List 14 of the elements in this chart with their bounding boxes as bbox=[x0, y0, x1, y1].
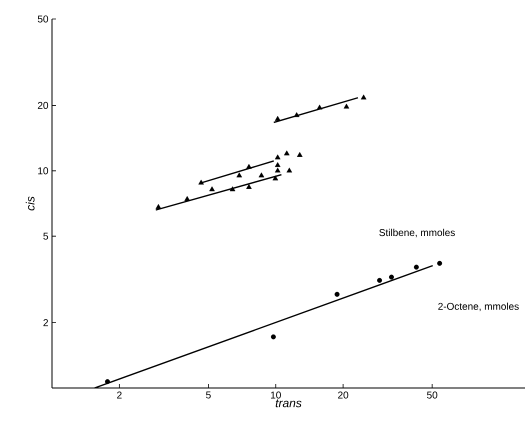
annotation: 2-Octene, mmoles bbox=[438, 302, 519, 312]
y-tick-label: 10 bbox=[38, 167, 48, 174]
y-axis-title: cis bbox=[26, 196, 35, 210]
y-tick-label: 5 bbox=[43, 232, 48, 240]
annotation: Stilbene, mmoles bbox=[379, 228, 455, 238]
x-tick-label: 2 bbox=[117, 392, 122, 398]
x-tick-label: 10 bbox=[270, 392, 281, 399]
x-tick-label: 50 bbox=[427, 392, 438, 399]
x-tick-label: 20 bbox=[338, 392, 348, 399]
y-tick-label: 2 bbox=[43, 319, 48, 326]
x-tick-label: 5 bbox=[206, 392, 211, 398]
x-axis-title: trans bbox=[276, 399, 302, 408]
y-tick-label: 50 bbox=[38, 15, 48, 23]
y-tick-label: 20 bbox=[38, 102, 48, 109]
